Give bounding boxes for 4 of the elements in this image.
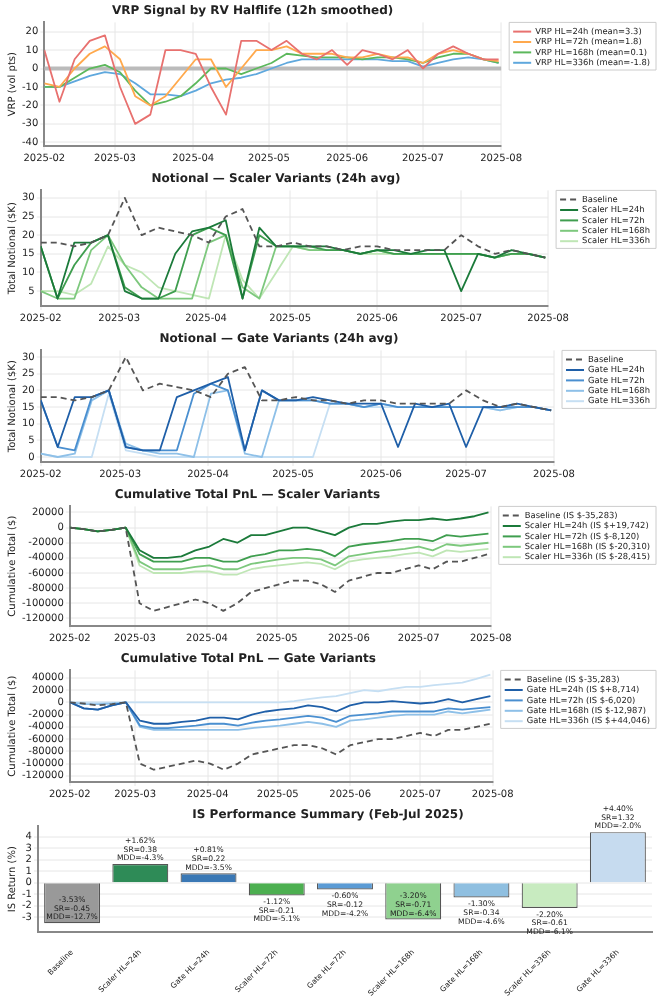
line-series xyxy=(40,196,547,259)
line-series xyxy=(40,356,553,412)
line-series xyxy=(69,526,490,612)
line-series xyxy=(69,701,492,771)
